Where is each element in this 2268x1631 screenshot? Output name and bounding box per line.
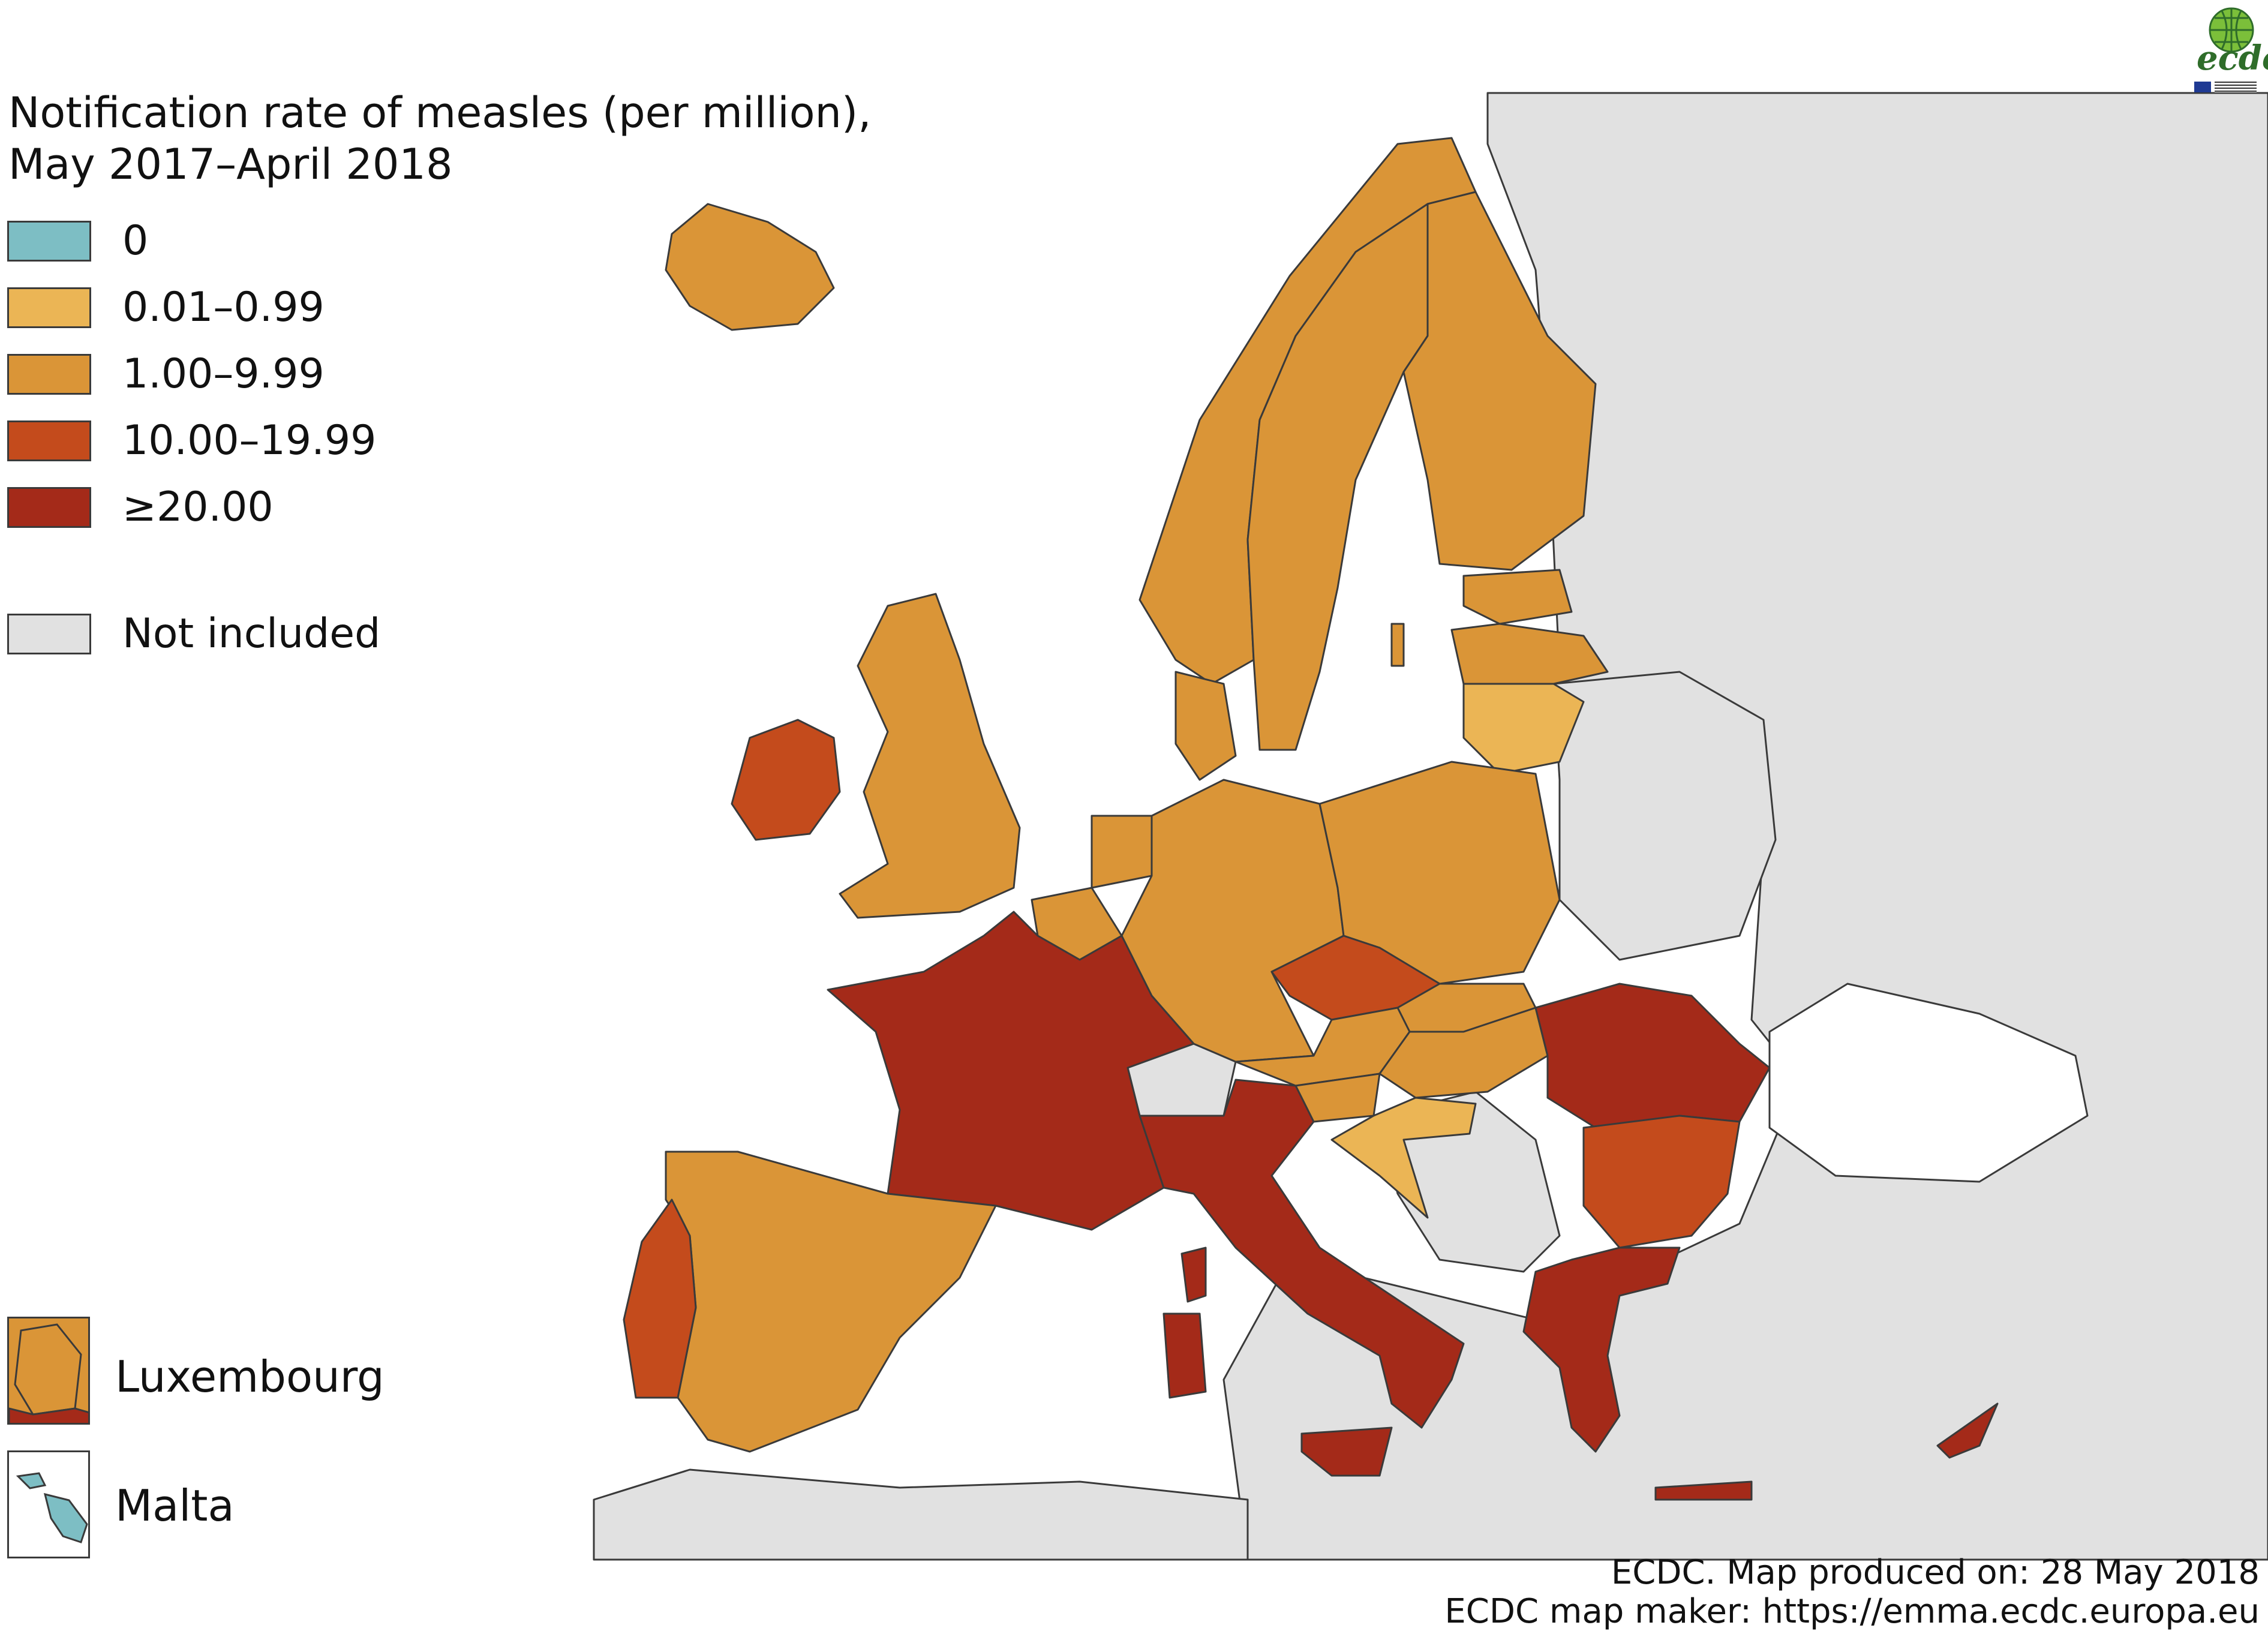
country-france-corsica (1180, 1246, 1207, 1303)
eu-flag-icon (2194, 82, 2211, 92)
inset-malta (7, 1450, 90, 1558)
title-line-2: May 2017–April 2018 (8, 140, 453, 189)
legend-swatch (7, 420, 91, 461)
country-france (827, 911, 1195, 1231)
country-poland (1318, 761, 1561, 985)
credit-line-1: ECDC. Map produced on: 28 May 2018 (1611, 1553, 2260, 1592)
credit-line-2: ECDC map maker: https://emma.ecdc.europa… (1444, 1592, 2260, 1631)
luxembourg-shape (9, 1318, 88, 1423)
legend-swatch (7, 287, 91, 328)
logo-text: ecdc (2197, 38, 2268, 78)
country-ireland (731, 719, 841, 841)
country-italy (1138, 1079, 1465, 1429)
logo-subtitle (2215, 82, 2257, 92)
country-italy-sardinia (1162, 1312, 1207, 1399)
country-croatia (1330, 1097, 1477, 1219)
legend-label: 1.00–9.99 (122, 350, 325, 398)
title-line-1: Notification rate of measles (per millio… (8, 88, 872, 137)
map-title: Notification rate of measles (per millio… (8, 87, 872, 190)
legend-swatch (7, 354, 91, 395)
country-portugal (623, 1199, 697, 1399)
inset-label-luxembourg: Luxembourg (115, 1351, 384, 1402)
malta-shape (16, 1472, 88, 1543)
country-denmark (1174, 671, 1237, 781)
country-hungary (1378, 1007, 1549, 1099)
legend-label: 0.01–0.99 (122, 284, 325, 331)
country-cyprus (1936, 1402, 1999, 1459)
legend-label: 0 (122, 217, 149, 265)
region-north-africa (593, 1468, 1249, 1561)
legend-swatch (7, 487, 91, 528)
country-iceland (665, 203, 835, 331)
country-romania (1534, 983, 1771, 1129)
ecdc-logo: ecdc (2171, 6, 2268, 96)
legend-label: Not included (122, 610, 381, 657)
country-greece (1522, 1246, 1681, 1453)
baltic-gotland (1390, 623, 1405, 667)
country-netherlands (1091, 815, 1153, 889)
country-greece-crete (1654, 1480, 1753, 1501)
country-italy-sicily (1300, 1426, 1393, 1477)
country-bulgaria (1582, 1115, 1741, 1249)
legend-swatch (7, 221, 91, 262)
country-united-kingdom (839, 593, 1021, 919)
country-estonia (1462, 569, 1573, 625)
legend-label: ≥20.00 (122, 483, 274, 531)
legend-swatch (7, 614, 91, 654)
globe-icon (2209, 7, 2254, 53)
legend-label: 10.00–19.99 (122, 417, 377, 464)
region-belarus-ukraine (1552, 671, 1777, 961)
inset-luxembourg (7, 1317, 90, 1425)
country-lithuania (1462, 683, 1585, 775)
country-finland (1402, 191, 1597, 571)
black-sea (1768, 983, 2089, 1183)
inset-label-malta: Malta (115, 1480, 235, 1531)
country-sweden (1246, 203, 1429, 751)
